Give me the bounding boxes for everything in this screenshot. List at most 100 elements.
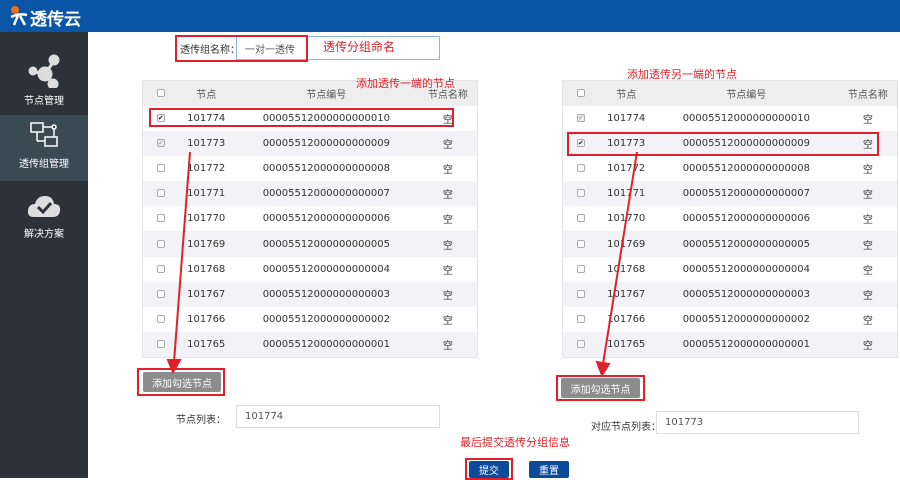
sidebar-item-group-management[interactable]: 透传组管理: [0, 115, 88, 181]
cell-node: 101768: [187, 263, 226, 275]
group-name-input[interactable]: 一对一透传: [236, 36, 440, 60]
cell-node: 101766: [607, 314, 646, 326]
row-checkbox[interactable]: [156, 315, 165, 324]
col-node-id: 节点编号: [233, 80, 419, 106]
cell-node-name: 空: [442, 164, 453, 176]
row-checkbox[interactable]: [576, 289, 585, 298]
table-row[interactable]: 101771 00005512000000000007 空: [562, 181, 898, 207]
cell-node-id: 00005512000000000003: [653, 281, 839, 307]
cell-node-name: 空: [442, 114, 453, 126]
sidebar-item-solutions[interactable]: 解决方案: [0, 187, 88, 251]
cell-node-name: 空: [862, 316, 873, 328]
row-checkbox[interactable]: [156, 214, 165, 223]
cell-node-name: 空: [838, 281, 898, 307]
annotation-right-note: 添加透传另一端的节点: [627, 68, 737, 81]
row-checkbox[interactable]: [156, 264, 165, 273]
table-header: 节点 节点编号 节点名称: [562, 80, 898, 106]
row-checkbox[interactable]: ✔: [156, 113, 165, 122]
sidebar-item-node-management[interactable]: 节点管理: [0, 50, 88, 114]
row-checkbox[interactable]: ✔: [156, 138, 165, 147]
cell-node-name: 空: [418, 332, 478, 358]
table-row[interactable]: 101765 00005512000000000001 空: [562, 332, 898, 358]
select-all-checkbox[interactable]: [156, 88, 165, 97]
left-node-table: 节点 节点编号 节点名称 ✔ 101774 00005512000000000010 空 ✔…: [142, 80, 478, 358]
row-checkbox[interactable]: [576, 163, 585, 172]
annotation-box: [149, 108, 454, 127]
cell-node: 101773: [178, 130, 234, 156]
col-node: 节点: [178, 80, 234, 106]
peer-list-input[interactable]: 101773: [656, 411, 859, 434]
table-row[interactable]: 101771 00005512000000000007 空: [142, 181, 478, 207]
col-node: 节点: [598, 80, 654, 106]
annotation-box: [175, 35, 308, 62]
table-row[interactable]: 101770 00005512000000000006 空: [563, 206, 898, 231]
cell-node: 101774: [187, 112, 226, 124]
row-checkbox[interactable]: [156, 239, 165, 248]
table-row[interactable]: 101768 00005512000000000004 空: [563, 257, 898, 282]
cell-node: 101767: [178, 281, 234, 307]
add-selected-peer-nodes-button[interactable]: 添加勾选节点: [561, 378, 640, 398]
table-row[interactable]: 101767 00005512000000000003 空: [562, 281, 898, 307]
cell-node-name: 空: [838, 332, 898, 358]
cell-node-id: 00005512000000000009: [233, 130, 419, 156]
cell-node-id: 00005512000000000007: [653, 181, 839, 207]
sidebar: 节点管理 透传组管理 解决方案: [0, 32, 88, 478]
row-checkbox[interactable]: [576, 239, 585, 248]
right-node-table: 节点 节点编号 节点名称 ✔ 101774 00005512000000000010 空 ✔…: [562, 80, 898, 358]
row-checkbox[interactable]: [576, 264, 585, 273]
row-checkbox[interactable]: [156, 189, 165, 198]
annotation-box: [137, 368, 225, 396]
table-row[interactable]: 101769 00005512000000000005 空: [562, 231, 898, 257]
row-checkbox[interactable]: ✔: [576, 113, 585, 122]
table-row[interactable]: ✔ 101774 00005512000000000010 空: [143, 106, 478, 131]
sidebar-item-label: 解决方案: [24, 229, 64, 240]
cell-node-name: 空: [838, 130, 898, 156]
person-logo-icon: [10, 6, 28, 26]
sidebar-item-label: 透传组管理: [19, 159, 69, 170]
share-nodes-icon: [28, 54, 60, 88]
table-row[interactable]: 101767 00005512000000000003 空: [142, 281, 478, 307]
table-row[interactable]: ✔ 101773 00005512000000000009 空: [142, 130, 478, 156]
row-checkbox[interactable]: [156, 340, 165, 349]
table-row[interactable]: 101765 00005512000000000001 空: [142, 332, 478, 358]
cell-node-id: 00005512000000000005: [233, 231, 419, 257]
submit-button[interactable]: 提交: [469, 461, 509, 478]
table-row[interactable]: 101770 00005512000000000006 空: [143, 206, 478, 231]
cell-node-name: 空: [838, 181, 898, 207]
cell-node-name: 空: [838, 231, 898, 257]
cell-node-id: 00005512000000000010: [262, 112, 390, 124]
add-selected-nodes-button[interactable]: 添加勾选节点: [143, 372, 221, 392]
cell-node: 101772: [187, 162, 226, 174]
table-row[interactable]: 101769 00005512000000000005 空: [142, 231, 478, 257]
table-row[interactable]: 101772 00005512000000000008 空: [563, 156, 898, 181]
app-title: 透传云: [30, 10, 81, 30]
select-all-checkbox[interactable]: [576, 88, 585, 97]
row-checkbox[interactable]: [576, 340, 585, 349]
col-node-name: 节点名称: [838, 80, 898, 106]
cell-node-id: 00005512000000000004: [262, 263, 390, 275]
cell-node-name: 空: [442, 316, 453, 328]
table-row[interactable]: 101766 00005512000000000002 空: [143, 307, 478, 332]
cell-node-name: 空: [862, 215, 873, 227]
node-list-input[interactable]: 101774: [236, 405, 440, 428]
table-row[interactable]: 101772 00005512000000000008 空: [143, 156, 478, 181]
row-checkbox[interactable]: [156, 163, 165, 172]
row-checkbox[interactable]: [576, 214, 585, 223]
table-row[interactable]: 101768 00005512000000000004 空: [143, 257, 478, 282]
annotation-box: [556, 375, 645, 401]
table-row[interactable]: ✔ 101774 00005512000000000010 空: [563, 106, 898, 131]
row-checkbox[interactable]: ✔: [576, 138, 585, 147]
cell-node-id: 00005512000000000001: [233, 332, 419, 358]
cell-node: 101770: [607, 213, 646, 225]
cell-node: 101772: [607, 162, 646, 174]
table-row[interactable]: ✔ 101773 00005512000000000009 空: [562, 130, 898, 156]
row-checkbox[interactable]: [576, 189, 585, 198]
row-checkbox[interactable]: [156, 289, 165, 298]
cell-node: 101765: [178, 332, 234, 358]
cell-node-id: 00005512000000000004: [682, 263, 810, 275]
sidebar-item-label: 节点管理: [24, 96, 64, 107]
reset-button[interactable]: 重置: [529, 461, 569, 478]
row-checkbox[interactable]: [576, 315, 585, 324]
table-row[interactable]: 101766 00005512000000000002 空: [563, 307, 898, 332]
cell-node: 101766: [187, 314, 226, 326]
